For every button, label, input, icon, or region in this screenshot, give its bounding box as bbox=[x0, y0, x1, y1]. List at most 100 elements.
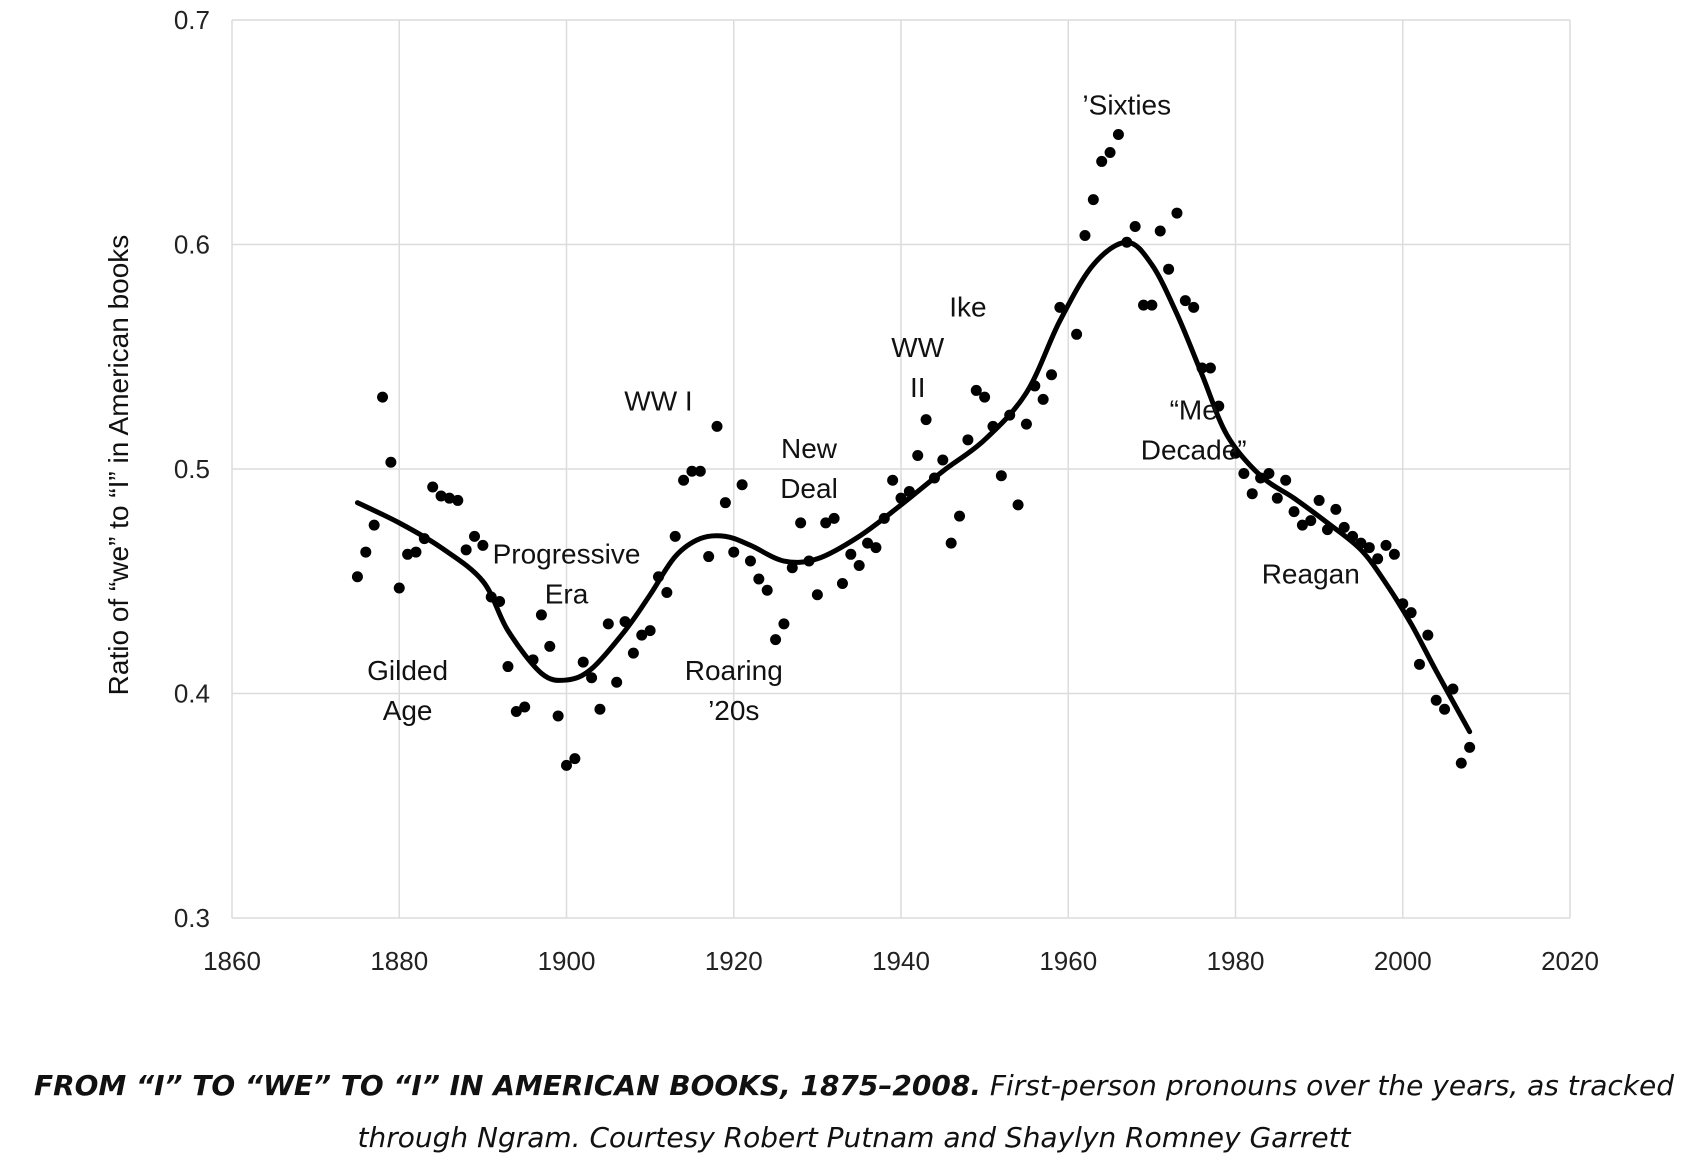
data-point bbox=[1096, 155, 1108, 167]
data-point bbox=[1188, 301, 1200, 313]
data-point bbox=[1238, 467, 1250, 479]
data-point bbox=[1388, 548, 1400, 560]
annotation-label: Decade” bbox=[1141, 435, 1247, 466]
data-point bbox=[744, 555, 756, 567]
data-point bbox=[1305, 515, 1317, 527]
data-point bbox=[552, 710, 564, 722]
data-point bbox=[469, 530, 481, 542]
data-point bbox=[937, 454, 949, 466]
data-point bbox=[836, 577, 848, 589]
data-point bbox=[1012, 499, 1024, 511]
data-point bbox=[678, 474, 690, 486]
data-point bbox=[795, 517, 807, 529]
data-point bbox=[502, 661, 514, 673]
x-tick-label: 1940 bbox=[872, 946, 930, 976]
data-point bbox=[1271, 492, 1283, 504]
data-point bbox=[887, 474, 899, 486]
annotation-label: Progressive bbox=[493, 538, 641, 569]
y-tick-label: 0.3 bbox=[174, 903, 210, 933]
data-point bbox=[945, 537, 957, 549]
era-annotations: Gilded Age Progressive Era WW I Roaring ’20s Ne… bbox=[367, 89, 1360, 726]
data-point bbox=[1288, 506, 1300, 518]
data-point bbox=[1179, 295, 1191, 307]
data-point bbox=[870, 542, 882, 554]
data-point bbox=[1330, 503, 1342, 515]
data-point bbox=[1204, 362, 1216, 374]
data-point bbox=[1054, 301, 1066, 313]
data-point bbox=[594, 703, 606, 715]
x-tick-label: 2000 bbox=[1374, 946, 1432, 976]
data-point bbox=[1037, 393, 1049, 405]
data-point bbox=[912, 450, 924, 462]
x-tick-label: 1920 bbox=[705, 946, 763, 976]
data-point bbox=[669, 530, 681, 542]
data-point bbox=[1171, 207, 1183, 219]
data-point bbox=[1455, 757, 1467, 769]
data-point bbox=[544, 640, 556, 652]
data-point bbox=[686, 465, 698, 477]
data-point bbox=[460, 544, 472, 556]
data-point bbox=[385, 456, 397, 468]
data-point bbox=[1422, 629, 1434, 641]
data-point bbox=[970, 384, 982, 396]
y-tick-label: 0.7 bbox=[174, 5, 210, 35]
data-point bbox=[1104, 146, 1116, 158]
x-axis-ticks: 1860 1880 1900 1920 1940 1960 1980 2000 2020 bbox=[203, 946, 1599, 976]
data-point bbox=[368, 519, 380, 531]
x-tick-label: 2020 bbox=[1541, 946, 1599, 976]
data-point bbox=[853, 560, 865, 572]
data-point bbox=[1280, 474, 1292, 486]
y-tick-label: 0.6 bbox=[174, 230, 210, 260]
data-point bbox=[1464, 741, 1476, 753]
data-point bbox=[920, 414, 932, 426]
data-point bbox=[1079, 230, 1091, 242]
figure-caption: FROM “I” TO “WE” TO “I” IN AMERICAN BOOK… bbox=[0, 1060, 1708, 1164]
data-point bbox=[569, 753, 581, 765]
data-point bbox=[661, 586, 673, 598]
annotation-label: WW bbox=[891, 332, 944, 363]
data-point bbox=[778, 618, 790, 630]
annotation-label: New bbox=[781, 433, 838, 464]
x-tick-label: 1980 bbox=[1207, 946, 1265, 976]
data-point bbox=[510, 705, 522, 717]
annotation-label: Age bbox=[383, 695, 433, 726]
data-point bbox=[753, 573, 765, 585]
data-point bbox=[627, 647, 639, 659]
data-point bbox=[1046, 369, 1058, 381]
data-point bbox=[519, 701, 531, 713]
data-point bbox=[1129, 221, 1141, 233]
data-point bbox=[694, 465, 706, 477]
y-axis-ticks: 0.3 0.4 0.5 0.6 0.7 bbox=[174, 5, 210, 933]
data-point bbox=[1138, 299, 1150, 311]
data-point bbox=[1163, 263, 1175, 275]
data-point bbox=[410, 546, 422, 558]
data-point bbox=[602, 618, 614, 630]
data-point bbox=[1020, 418, 1032, 430]
x-tick-label: 1860 bbox=[203, 946, 261, 976]
data-point bbox=[820, 517, 832, 529]
data-point bbox=[393, 582, 405, 594]
annotation-label: Reagan bbox=[1262, 558, 1360, 589]
data-point bbox=[811, 589, 823, 601]
data-point bbox=[761, 584, 773, 596]
data-point bbox=[1363, 542, 1375, 554]
data-point bbox=[377, 391, 389, 403]
data-point bbox=[636, 629, 648, 641]
caption-title: FROM “I” TO “WE” TO “I” IN AMERICAN BOOK… bbox=[33, 1069, 981, 1102]
y-tick-label: 0.4 bbox=[174, 679, 210, 709]
data-point bbox=[1338, 521, 1350, 533]
annotation-label: ’20s bbox=[708, 695, 759, 726]
data-point bbox=[845, 548, 857, 560]
annotation-label: WW I bbox=[624, 386, 692, 417]
annotation-label: ’Sixties bbox=[1082, 89, 1171, 120]
data-point bbox=[402, 548, 414, 560]
data-point bbox=[1313, 494, 1325, 506]
data-point bbox=[786, 562, 798, 574]
data-point bbox=[443, 492, 455, 504]
annotation-label: II bbox=[910, 372, 926, 403]
data-point bbox=[577, 656, 589, 668]
data-point bbox=[954, 510, 966, 522]
data-point bbox=[770, 634, 782, 646]
data-point bbox=[995, 470, 1007, 482]
data-point bbox=[1112, 128, 1124, 140]
